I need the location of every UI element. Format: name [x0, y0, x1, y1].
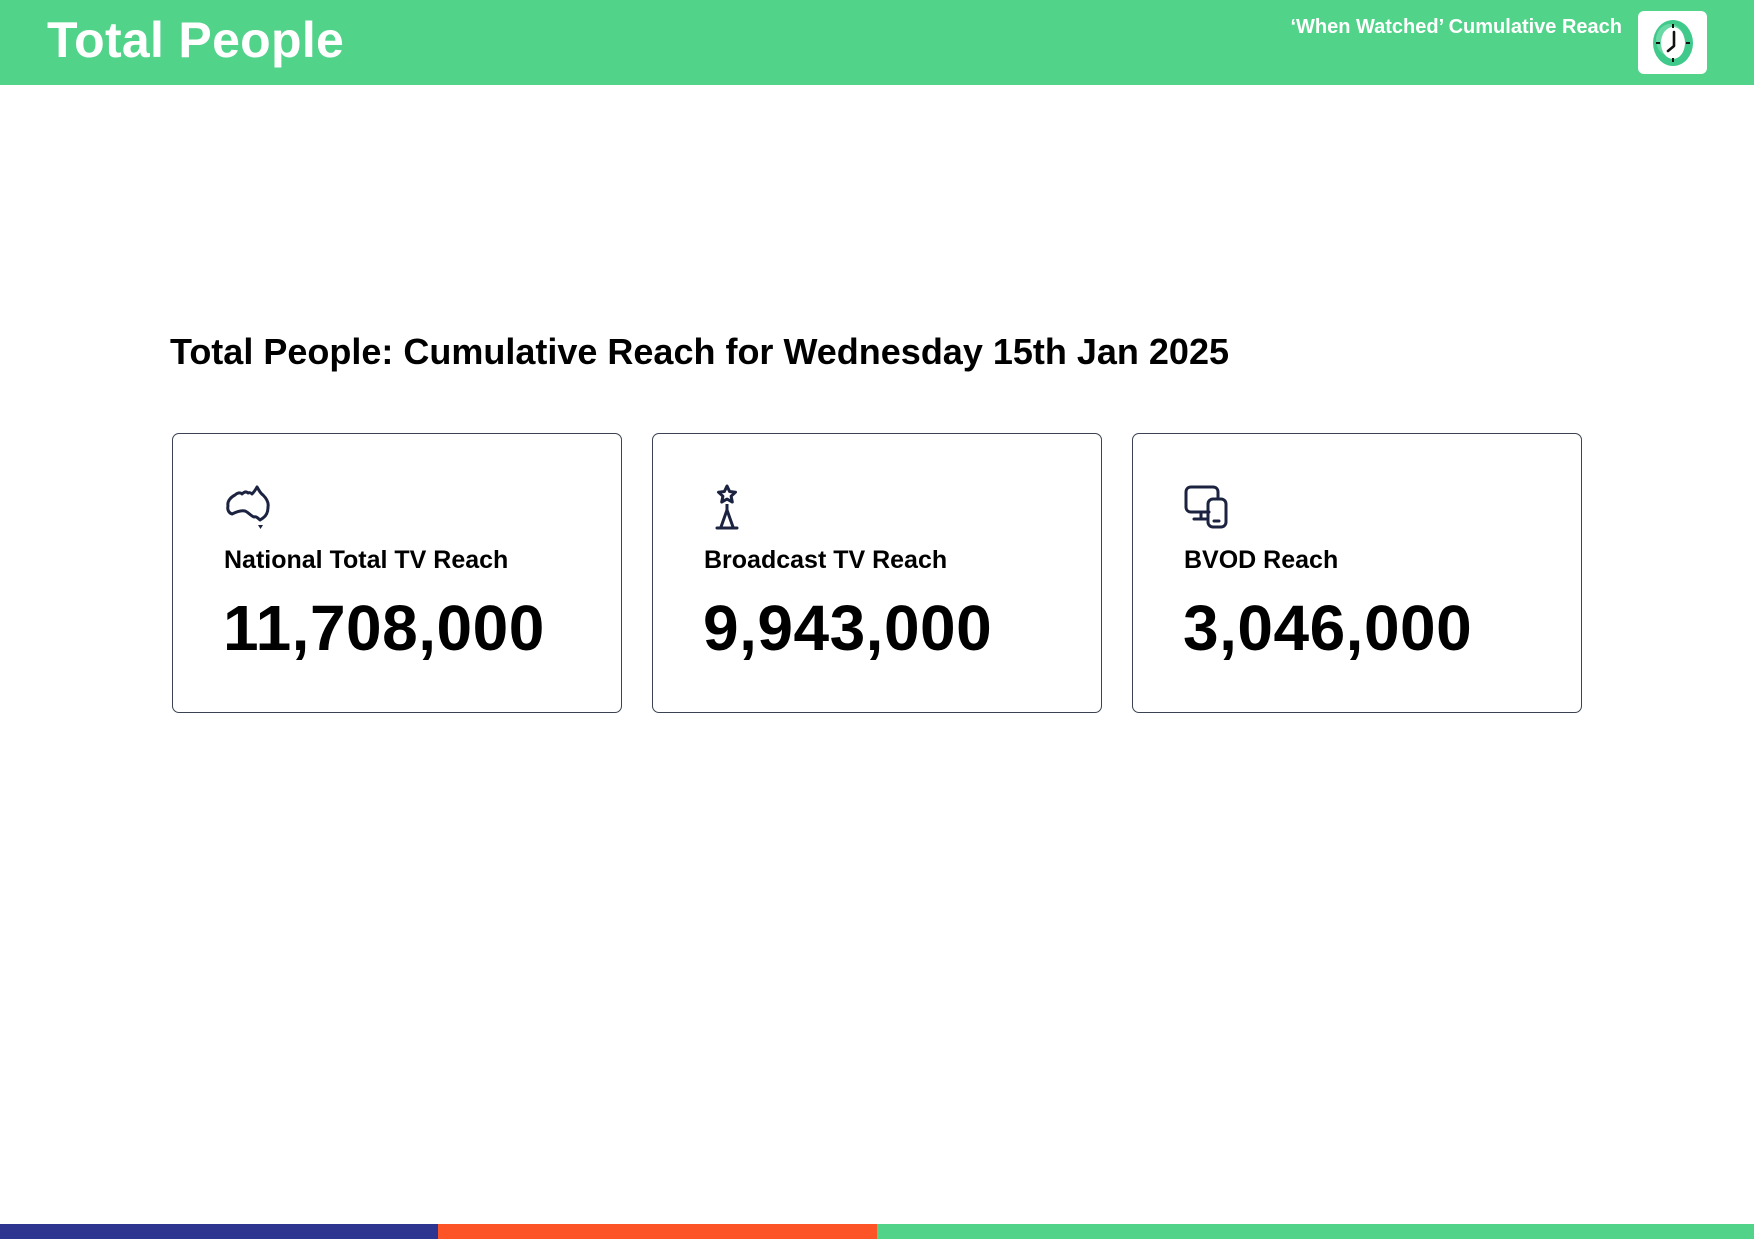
card-label: National Total TV Reach — [224, 546, 509, 574]
broadcast-tower-icon — [703, 484, 751, 532]
card-value: 9,943,000 — [703, 592, 993, 664]
footer-segment-navy — [0, 1224, 438, 1239]
card-value: 3,046,000 — [1183, 592, 1473, 664]
national-total-tv-reach-card: National Total TV Reach 11,708,000 — [172, 433, 622, 713]
devices-icon — [1183, 484, 1231, 532]
footer-color-bar — [0, 1224, 1754, 1239]
footer-segment-orange — [438, 1224, 877, 1239]
bvod-reach-card: BVOD Reach 3,046,000 — [1132, 433, 1582, 713]
card-label: BVOD Reach — [1184, 546, 1339, 574]
reach-cards: National Total TV Reach 11,708,000 Broad… — [172, 433, 1582, 713]
section-heading: Total People: Cumulative Reach for Wedne… — [170, 331, 1229, 372]
card-label: Broadcast TV Reach — [704, 546, 948, 574]
header-bar: Total People ‘When Watched’ Cumulative R… — [0, 0, 1754, 85]
broadcast-tv-reach-card: Broadcast TV Reach 9,943,000 — [652, 433, 1102, 713]
page-title: Total People — [47, 12, 345, 68]
clock-badge — [1638, 11, 1707, 74]
australia-map-icon — [223, 484, 271, 532]
report-subtitle: ‘When Watched’ Cumulative Reach — [1290, 16, 1622, 38]
footer-segment-green — [877, 1224, 1754, 1239]
card-value: 11,708,000 — [223, 592, 545, 664]
clock-icon — [1652, 19, 1693, 66]
